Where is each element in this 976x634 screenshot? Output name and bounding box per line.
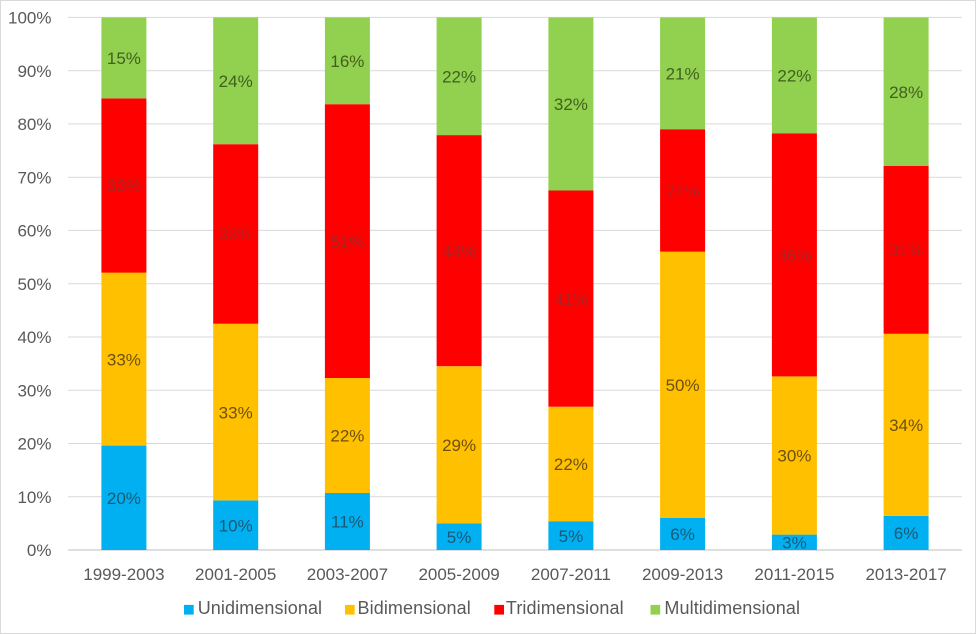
svg-text:22%: 22% (330, 427, 364, 446)
svg-text:21%: 21% (666, 65, 700, 84)
svg-text:32%: 32% (554, 95, 588, 114)
svg-text:50%: 50% (17, 275, 51, 294)
svg-text:1999-2003: 1999-2003 (83, 565, 164, 584)
svg-text:2007-2011: 2007-2011 (531, 565, 611, 584)
svg-text:2003-2007: 2003-2007 (307, 565, 388, 584)
svg-text:20%: 20% (107, 489, 141, 508)
svg-text:2009-2013: 2009-2013 (642, 565, 723, 584)
svg-text:34%: 34% (889, 416, 923, 435)
svg-text:10%: 10% (17, 488, 51, 507)
svg-text:30%: 30% (17, 381, 51, 400)
svg-text:6%: 6% (670, 525, 695, 544)
svg-text:51%: 51% (330, 232, 364, 251)
svg-text:41%: 41% (554, 290, 588, 309)
svg-text:22%: 22% (554, 455, 588, 474)
svg-text:22%: 22% (777, 67, 811, 86)
svg-text:44%: 44% (442, 242, 476, 261)
svg-text:80%: 80% (17, 115, 51, 134)
svg-text:20%: 20% (17, 435, 51, 454)
svg-text:Bidimensional: Bidimensional (358, 598, 471, 618)
svg-text:0%: 0% (27, 541, 52, 560)
svg-text:33%: 33% (219, 225, 253, 244)
svg-text:22%: 22% (442, 68, 476, 87)
svg-text:2005-2009: 2005-2009 (418, 565, 499, 584)
svg-text:90%: 90% (17, 62, 51, 81)
svg-text:30%: 30% (777, 447, 811, 466)
svg-text:33%: 33% (107, 177, 141, 196)
svg-text:2011-2015: 2011-2015 (754, 565, 834, 584)
svg-text:33%: 33% (219, 403, 253, 422)
svg-text:15%: 15% (107, 49, 141, 68)
svg-text:Unidimensional: Unidimensional (198, 598, 322, 618)
svg-text:100%: 100% (8, 9, 51, 28)
svg-text:6%: 6% (894, 524, 919, 543)
svg-text:40%: 40% (17, 328, 51, 347)
svg-text:2013-2017: 2013-2017 (865, 565, 946, 584)
svg-text:11%: 11% (331, 513, 364, 532)
svg-text:24%: 24% (219, 72, 253, 91)
svg-text:50%: 50% (666, 376, 700, 395)
svg-text:Multidimensional: Multidimensional (664, 598, 800, 618)
svg-text:46%: 46% (777, 246, 811, 265)
svg-text:31%: 31% (889, 241, 923, 260)
svg-text:29%: 29% (442, 436, 476, 455)
svg-text:3%: 3% (782, 534, 807, 553)
svg-text:10%: 10% (219, 516, 253, 535)
svg-text:70%: 70% (17, 168, 51, 187)
svg-text:5%: 5% (559, 527, 584, 546)
svg-text:5%: 5% (447, 528, 472, 547)
svg-text:28%: 28% (889, 83, 923, 102)
svg-text:24%: 24% (666, 182, 700, 201)
svg-text:33%: 33% (107, 350, 141, 369)
svg-text:16%: 16% (330, 52, 364, 71)
svg-text:60%: 60% (17, 222, 51, 241)
svg-text:2001-2005: 2001-2005 (195, 565, 276, 584)
svg-text:Tridimensional: Tridimensional (506, 598, 624, 618)
